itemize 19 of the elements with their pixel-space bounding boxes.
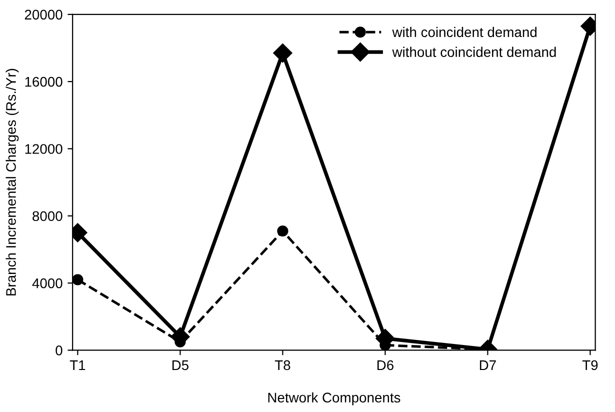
y-tick-label: 12000	[25, 144, 62, 154]
y-tick-label: 4000	[32, 278, 62, 288]
x-tick-label: T1	[70, 360, 86, 370]
y-tick-label: 16000	[25, 76, 62, 87]
x-tick-label: D6	[377, 360, 394, 370]
point	[277, 225, 288, 237]
x-tick-label: T8	[274, 360, 290, 370]
legend-label: with coincident demand	[392, 26, 536, 38]
y-tick-label: 8000	[32, 211, 62, 222]
x-tick-label: D7	[480, 360, 496, 370]
y-tick-label: 20000	[24, 10, 62, 20]
y-axis-title: Branch Incremental Charges (Rs./Yr)	[6, 68, 19, 296]
point	[72, 274, 84, 286]
y-tick-label: 0	[56, 346, 62, 356]
point	[273, 44, 292, 63]
legend-label: without coincident demand	[392, 46, 556, 58]
x-tick-label: D5	[172, 360, 188, 370]
x-axis-title: Network Components	[268, 392, 400, 406]
x-tick-label: T9	[582, 360, 598, 370]
